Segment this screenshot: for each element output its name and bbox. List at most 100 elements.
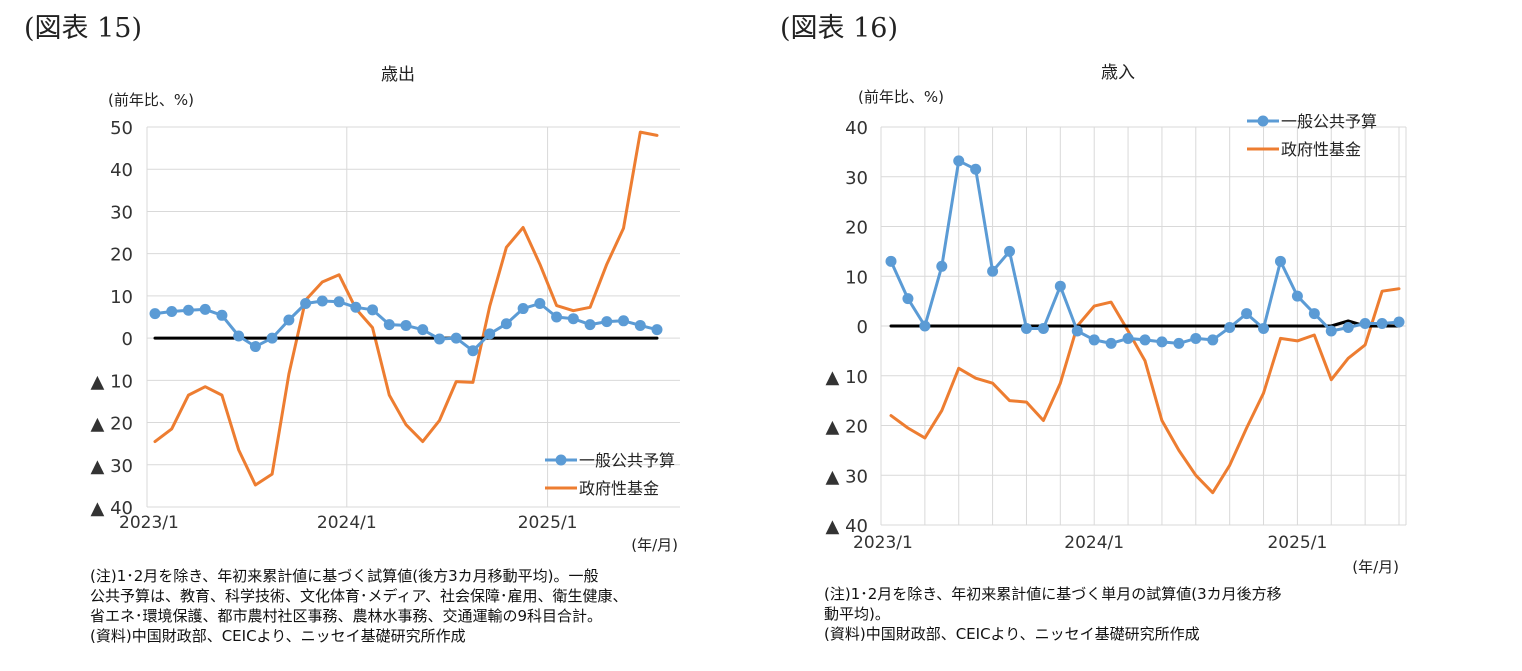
y-tick-label: 0: [857, 317, 868, 338]
x-tick-label: 2024/1: [317, 513, 377, 533]
data-point: [467, 345, 479, 357]
data-point: [1274, 255, 1286, 267]
data-point: [316, 295, 328, 307]
expenditure-chart: 歳出 (前年比、%) (年/月) 50 40 30 20 10 0 ▲ 10 ▲ 20 ▲ 30 ▲ 4…: [91, 65, 680, 554]
y-tick-label: 20: [845, 218, 868, 239]
legend-label: 政府性基金: [579, 479, 659, 498]
data-point: [634, 319, 646, 331]
series-line-fund-budget: [889, 287, 1401, 495]
data-point: [333, 296, 345, 308]
data-point: [149, 308, 161, 320]
y-tick-label: 10: [110, 287, 133, 308]
data-point: [567, 313, 579, 325]
note-line: 動平均)。: [824, 605, 890, 623]
data-point: [433, 333, 445, 345]
note-line: 公共予算は、教育、科学技術、文化体育･メディア、社会保障･雇用、衛生健康、: [90, 587, 628, 605]
chart-notes: (注)1･2月を除き、年初来累計値に基づく試算値(後方3カ月移動平均)。一般 公…: [90, 566, 627, 646]
y-tick-label: 30: [845, 168, 868, 189]
y-tick-label: 40: [110, 160, 133, 181]
note-line: (注)1･2月を除き、年初来累計値に基づく試算値(後方3カ月移動平均)。一般: [90, 567, 599, 585]
series-line-general-budget: [889, 159, 1401, 345]
data-point: [551, 311, 563, 323]
y-tick-label: ▲ 40: [826, 516, 868, 537]
data-point: [1376, 318, 1388, 330]
data-point: [300, 297, 312, 309]
data-point: [1037, 322, 1049, 334]
data-point: [651, 324, 663, 336]
x-tick-label: 2023/1: [119, 513, 179, 533]
data-point: [1020, 322, 1032, 334]
data-point: [500, 318, 512, 330]
data-point: [283, 314, 295, 326]
y-tick-label: 0: [122, 329, 133, 350]
y-tick-label: ▲ 20: [91, 414, 133, 435]
data-point: [350, 301, 362, 313]
legend-marker: [1257, 115, 1269, 127]
data-point: [1207, 334, 1219, 346]
data-point: [1359, 318, 1371, 330]
data-point: [584, 319, 596, 331]
data-point: [987, 265, 999, 277]
y-tick-label: ▲ 40: [91, 498, 133, 519]
data-point: [249, 341, 261, 353]
data-point: [885, 255, 897, 267]
figure-label: (図表 15): [24, 13, 143, 44]
data-point: [166, 306, 178, 318]
data-point: [1071, 325, 1083, 337]
data-point: [1325, 325, 1337, 337]
data-point: [1105, 337, 1117, 349]
data-point: [1224, 321, 1236, 333]
x-tick-label: 2023/1: [853, 533, 913, 553]
data-point: [517, 303, 529, 315]
data-point: [1088, 334, 1100, 346]
chart-notes: (注)1･2月を除き、年初来累計値に基づく単月の試算値(3カ月後方移 動平均)。…: [824, 584, 1282, 644]
data-point: [601, 316, 613, 328]
data-point: [1258, 322, 1270, 334]
data-point: [902, 293, 914, 305]
figure-label: (図表 16): [780, 13, 899, 44]
y-tick-label: 50: [110, 118, 133, 139]
y-axis-label: (前年比、%): [858, 88, 944, 106]
x-tick-label: 2024/1: [1064, 533, 1124, 553]
data-point: [1139, 334, 1151, 346]
note-line: (資料)中国財政部、CEICより、ニッセイ基礎研究所作成: [824, 625, 1200, 643]
chart-panel-revenue: (図表 16) 歳入 (前年比、%) (年/月) 40 30 20 10 0 ▲ 10 ▲ 20 ▲…: [760, 0, 1522, 671]
data-point: [417, 324, 429, 336]
y-tick-label: ▲ 30: [91, 456, 133, 477]
data-point: [1004, 245, 1016, 257]
legend-label: 一般公共予算: [579, 451, 675, 470]
data-point: [400, 319, 412, 331]
y-tick-label: 20: [110, 245, 133, 266]
y-tick-label: ▲ 10: [826, 367, 868, 388]
y-axis-label: (前年比、%): [108, 91, 194, 109]
data-point: [266, 332, 278, 344]
legend-label: 一般公共予算: [1281, 112, 1377, 131]
data-point: [936, 260, 948, 272]
x-axis-label: (年/月): [631, 536, 678, 554]
data-point: [1393, 316, 1405, 328]
x-axis-label: (年/月): [1352, 558, 1399, 576]
x-tick-label: 2025/1: [1267, 533, 1327, 553]
x-tick-label: 2025/1: [518, 513, 578, 533]
chart-title: 歳出: [381, 65, 415, 85]
data-point: [1342, 321, 1354, 333]
data-point: [1173, 337, 1185, 349]
data-point: [216, 309, 228, 321]
data-point: [484, 328, 496, 340]
data-point: [919, 320, 931, 332]
y-tick-label: ▲ 10: [91, 371, 133, 392]
data-point: [1190, 332, 1202, 344]
series-line-fund-budget: [153, 130, 659, 487]
legend-label: 政府性基金: [1281, 140, 1361, 159]
data-point: [1308, 308, 1320, 320]
data-point: [618, 315, 630, 327]
y-tick-label: ▲ 30: [826, 466, 868, 487]
note-line: (資料)中国財政部、CEICより、ニッセイ基礎研究所作成: [90, 627, 466, 645]
y-tick-label: ▲ 20: [826, 417, 868, 438]
data-point: [953, 155, 965, 167]
data-point: [1054, 280, 1066, 292]
data-point: [199, 303, 211, 315]
y-tick-label: 30: [110, 202, 133, 223]
data-point: [182, 304, 194, 316]
